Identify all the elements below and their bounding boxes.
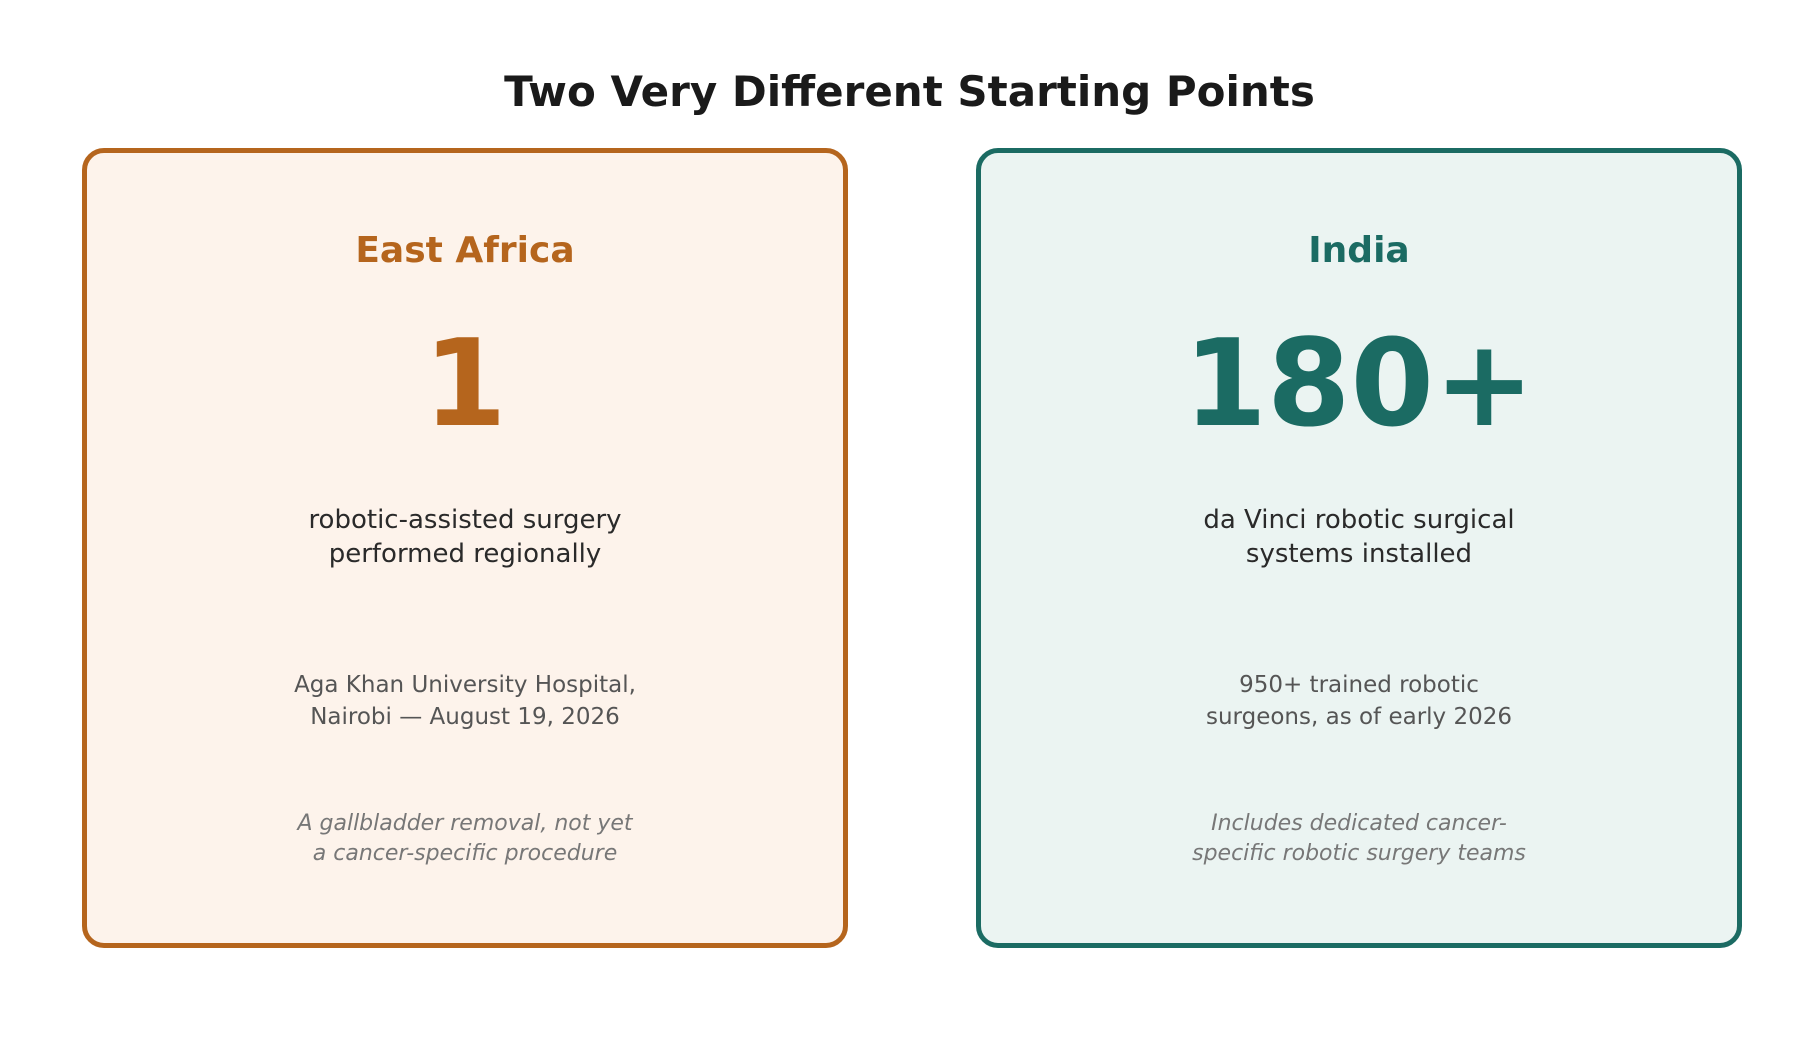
card-region-title: East Africa [355, 230, 575, 271]
card-detail-line: Aga Khan University Hospital, [294, 672, 636, 698]
page-title: Two Very Different Starting Points [504, 67, 1315, 116]
card-note-line: a cancer-specific procedure [312, 841, 618, 866]
card-note-line: specific robotic surgery teams [1192, 841, 1526, 866]
card-description: da Vinci robotic surgical systems instal… [981, 503, 1737, 571]
card-note: Includes dedicated cancer- specific robo… [981, 809, 1737, 869]
card-region-title: India [1308, 230, 1410, 271]
card-big-number: 1 [423, 315, 507, 454]
east-africa-card: East Africa 1 robotic-assisted surgery p… [82, 148, 848, 948]
card-description: robotic-assisted surgery performed regio… [87, 503, 843, 571]
card-detail-line: surgeons, as of early 2026 [1205, 704, 1513, 730]
card-detail-line: Nairobi — August 19, 2026 [310, 704, 620, 730]
card-detail-line: 950+ trained robotic [1239, 672, 1479, 698]
card-description-line: systems installed [1245, 539, 1473, 569]
card-big-number: 180+ [1183, 315, 1535, 454]
card-description-line: da Vinci robotic surgical [1203, 505, 1515, 535]
card-detail: 950+ trained robotic surgeons, as of ear… [981, 669, 1737, 733]
card-description-line: performed regionally [328, 539, 602, 569]
card-note-line: Includes dedicated cancer- [1211, 811, 1507, 836]
card-detail: Aga Khan University Hospital, Nairobi — … [87, 669, 843, 733]
card-note: A gallbladder removal, not yet a cancer-… [87, 809, 843, 869]
india-card: India 180+ da Vinci robotic surgical sys… [976, 148, 1742, 948]
card-note-line: A gallbladder removal, not yet [297, 811, 633, 836]
card-description-line: robotic-assisted surgery [308, 505, 622, 535]
